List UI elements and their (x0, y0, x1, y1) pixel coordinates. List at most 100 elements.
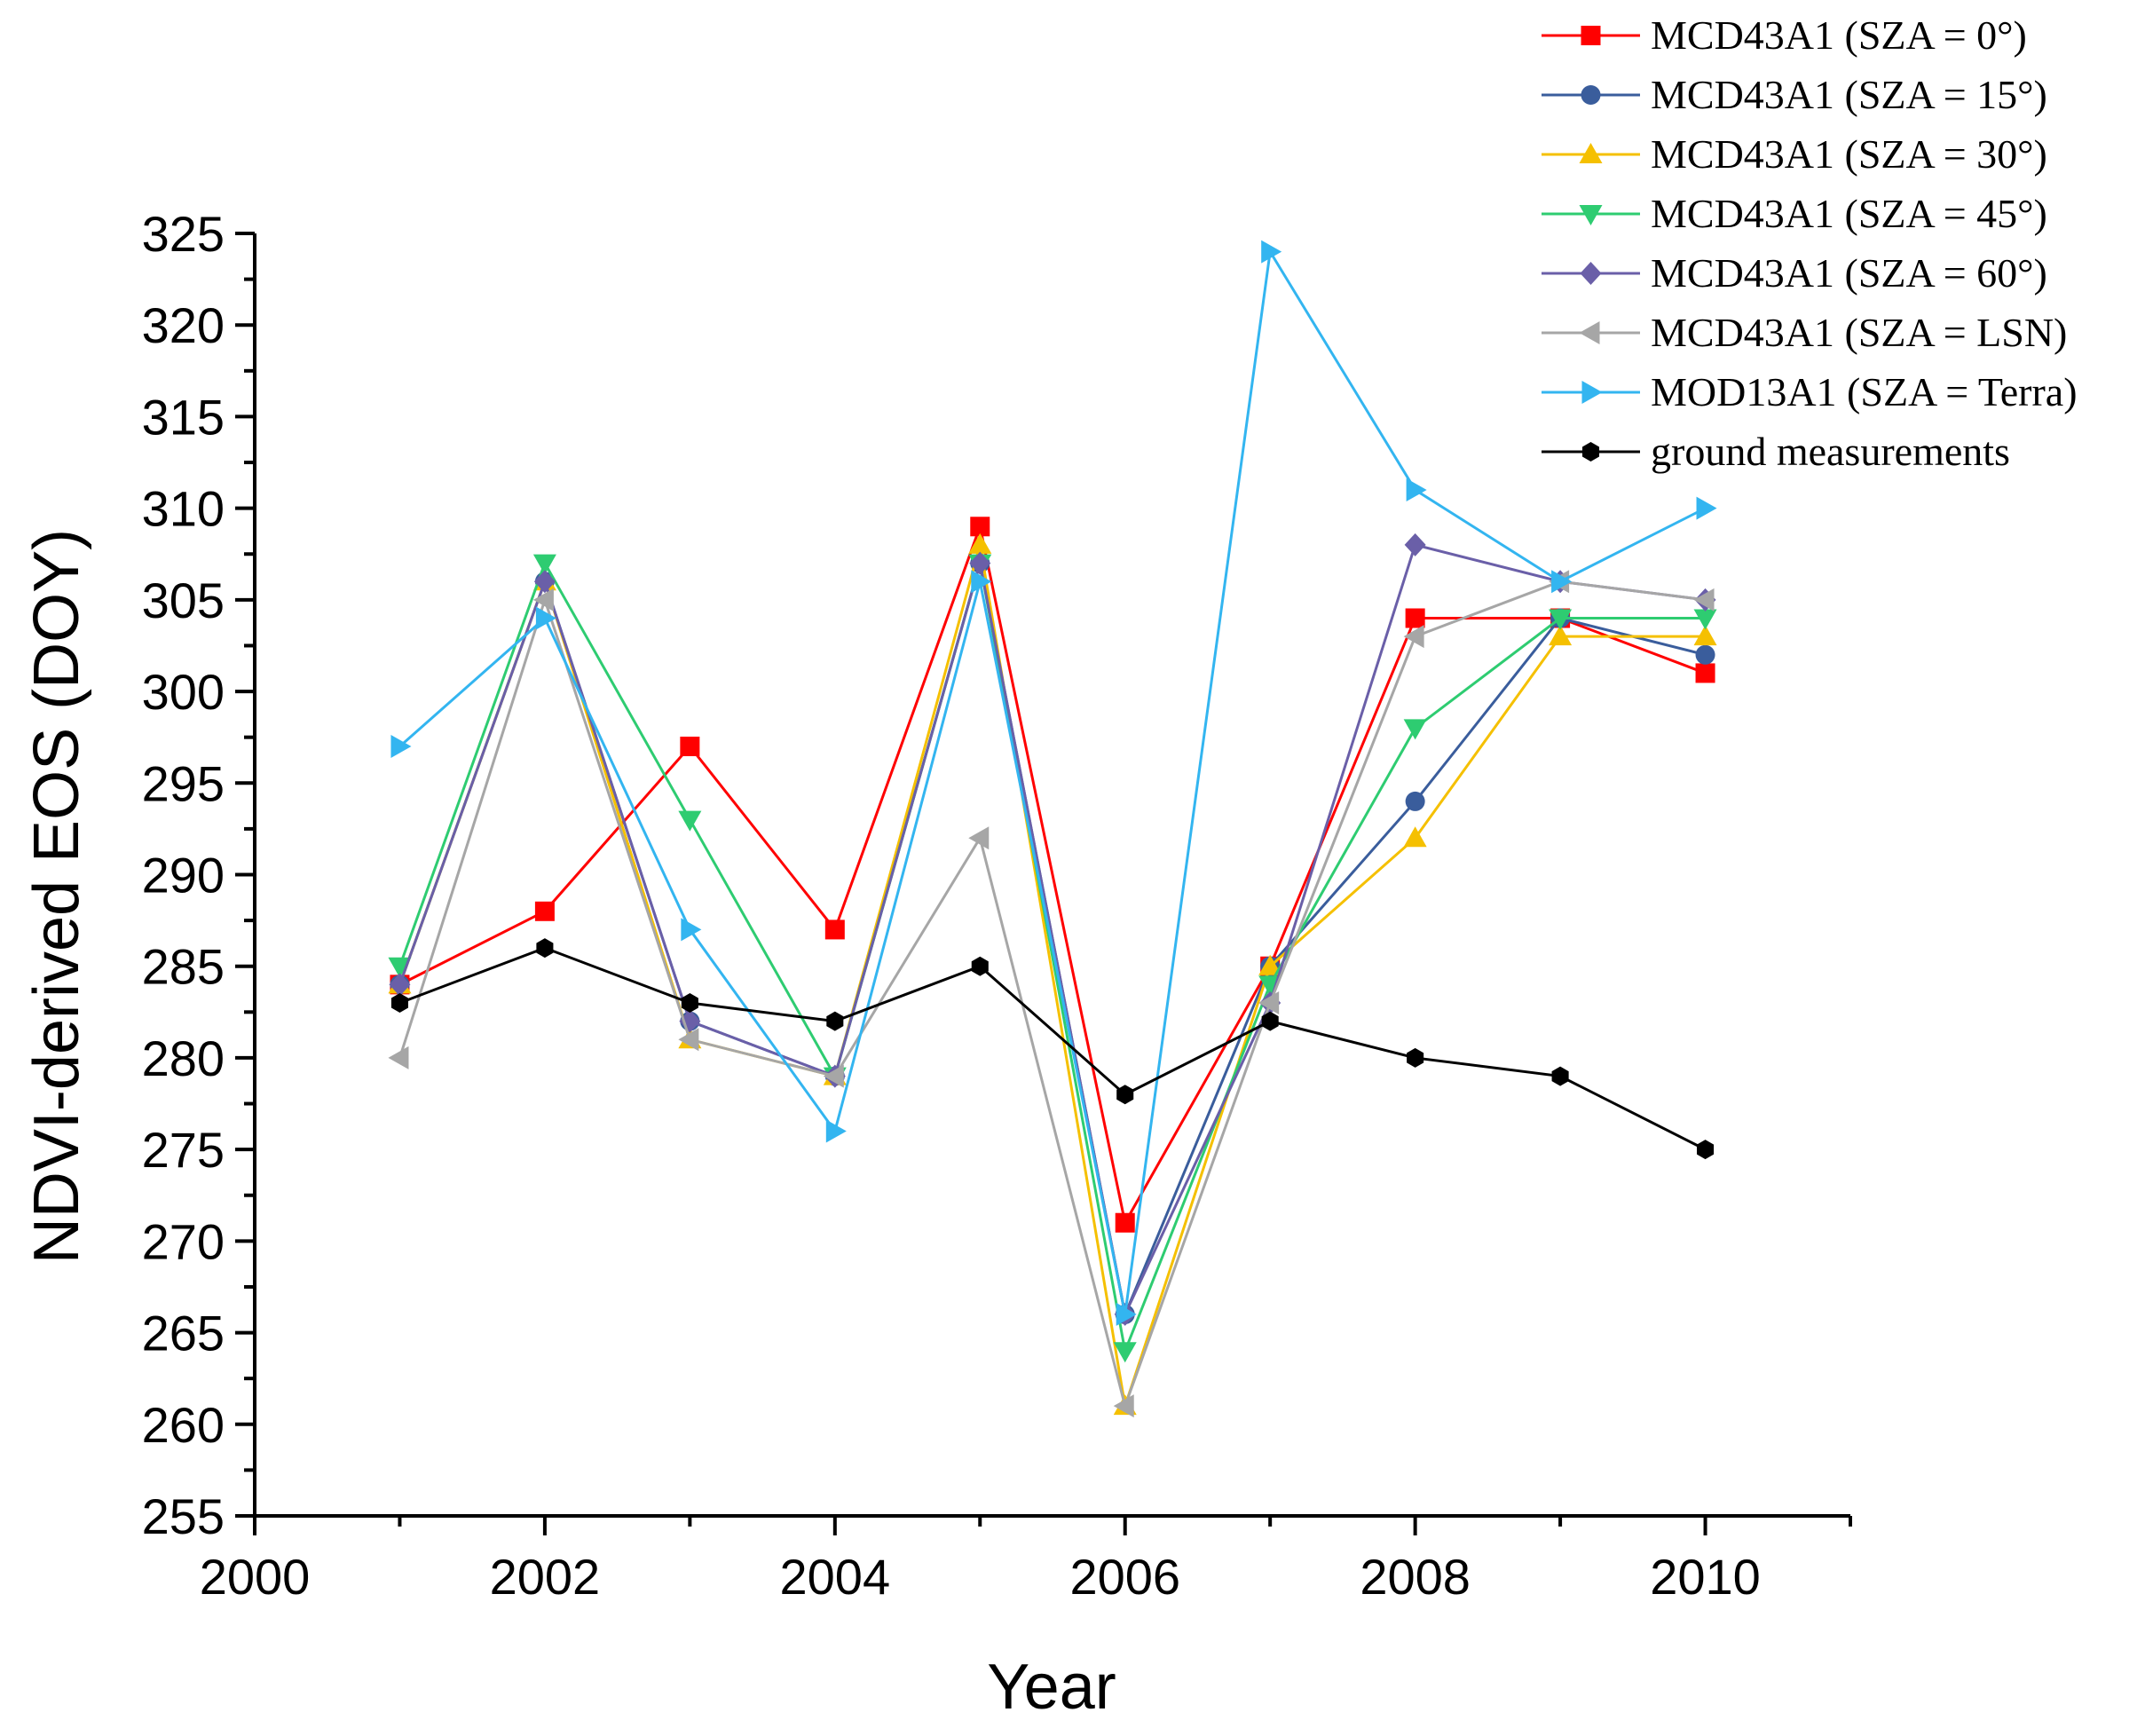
x-axis-title: Year (987, 1652, 1116, 1723)
legend-marker (1581, 381, 1603, 404)
series-6 (388, 570, 1715, 1418)
series-7 (390, 240, 1717, 1326)
data-point (971, 570, 992, 594)
data-point (1116, 1302, 1137, 1326)
legend-marker (1579, 143, 1603, 163)
data-point (536, 938, 554, 959)
series-line (398, 521, 1707, 1227)
legend-entry: MCD43A1 (SZA = 15°) (1542, 72, 2047, 117)
data-point (680, 737, 700, 756)
data-point (532, 554, 556, 575)
data-point (388, 957, 412, 978)
data-point (824, 919, 845, 940)
data-point (971, 956, 989, 976)
data-point (1403, 719, 1427, 740)
y-tick-label: 295 (142, 755, 225, 811)
data-point (1258, 954, 1282, 975)
legend-entry: MCD43A1 (SZA = 45°) (1542, 191, 2047, 236)
data-point (1404, 533, 1426, 556)
data-point (532, 588, 554, 612)
data-point (1695, 663, 1715, 683)
legend-entry: MOD13A1 (SZA = Terra) (1542, 369, 2078, 414)
data-point (968, 826, 990, 850)
legend-marker (1581, 85, 1601, 105)
data-point (1403, 826, 1427, 848)
data-point (1261, 240, 1282, 264)
x-tick-label: 2010 (1650, 1549, 1761, 1605)
data-point (388, 1046, 409, 1069)
data-point (534, 901, 555, 921)
series-line (398, 544, 1706, 1407)
legend-entry: ground measurements (1542, 429, 2010, 474)
x-tick-label: 2004 (780, 1549, 891, 1605)
data-point (968, 533, 992, 554)
data-point (390, 735, 412, 758)
data-point (1115, 1212, 1135, 1233)
data-point (1405, 791, 1425, 811)
legend-label: MOD13A1 (SZA = Terra) (1651, 369, 2078, 414)
y-tick-label: 305 (142, 572, 225, 628)
series-1 (390, 517, 1715, 1233)
y-tick-label: 270 (142, 1213, 225, 1269)
series-8 (390, 938, 1715, 1160)
series-line (398, 946, 1707, 1151)
series-line (398, 580, 1706, 1411)
y-tick-label: 260 (142, 1397, 225, 1453)
data-point (1551, 1066, 1569, 1086)
data-point (389, 973, 411, 997)
data-point (1406, 478, 1427, 501)
data-point (969, 551, 991, 575)
data-point (1261, 1011, 1279, 1031)
legend-label: MCD43A1 (SZA = 45°) (1651, 191, 2047, 236)
y-tick-label: 265 (142, 1306, 225, 1361)
data-point (1113, 1394, 1134, 1418)
data-point (826, 1011, 844, 1031)
axes: 255 260 265 270 275 280 285 290 295 300 305 310 315 3… (142, 206, 1852, 1605)
legend-marker (1579, 205, 1603, 225)
data-point (1549, 609, 1573, 630)
data-point (1407, 1047, 1424, 1068)
data-point (823, 1064, 844, 1088)
legend-entry: MCD43A1 (SZA = LSN) (1542, 310, 2067, 355)
x-tick-label: 2008 (1360, 1549, 1471, 1605)
series-line (398, 559, 1706, 1356)
data-point (1697, 1140, 1715, 1160)
legend-marker (1581, 26, 1601, 45)
legend-label: MCD43A1 (SZA = 30°) (1651, 131, 2047, 177)
data-point (1116, 1085, 1134, 1105)
y-tick-label: 275 (142, 1122, 225, 1178)
data-point (970, 517, 990, 537)
y-tick-label: 255 (142, 1488, 225, 1544)
series-3 (388, 533, 1717, 1416)
data-point (1696, 496, 1717, 520)
legend-label: MCD43A1 (SZA = 0°) (1651, 12, 2027, 58)
data-point (1113, 1342, 1137, 1363)
legend-entry: MCD43A1 (SZA = 30°) (1542, 131, 2047, 177)
legend-label: MCD43A1 (SZA = 15°) (1651, 72, 2047, 117)
legend-marker (1580, 262, 1602, 285)
data-point (681, 993, 698, 1013)
legend-label: MCD43A1 (SZA = 60°) (1651, 250, 2047, 296)
data-point (1405, 608, 1425, 628)
y-tick-label: 300 (142, 664, 225, 720)
data-point (1549, 625, 1573, 646)
y-tick-label: 315 (142, 389, 225, 445)
series-4 (388, 554, 1717, 1363)
data-point (533, 570, 556, 594)
y-tick-label: 325 (142, 206, 225, 262)
data-point (1695, 644, 1715, 665)
y-tick-label: 280 (142, 1030, 225, 1086)
data-point (1258, 991, 1280, 1014)
data-point (1551, 570, 1573, 594)
data-point (825, 1119, 847, 1143)
y-tick-label: 290 (142, 848, 225, 904)
legend-label: ground measurements (1651, 429, 2010, 474)
legend-entry: MCD43A1 (SZA = 0°) (1542, 12, 2027, 58)
series-layer (388, 240, 1717, 1418)
data-point (678, 810, 702, 832)
x-tick-label: 2002 (490, 1549, 601, 1605)
series-line (398, 248, 1707, 1315)
data-point (678, 1028, 699, 1052)
data-point (1693, 609, 1717, 630)
